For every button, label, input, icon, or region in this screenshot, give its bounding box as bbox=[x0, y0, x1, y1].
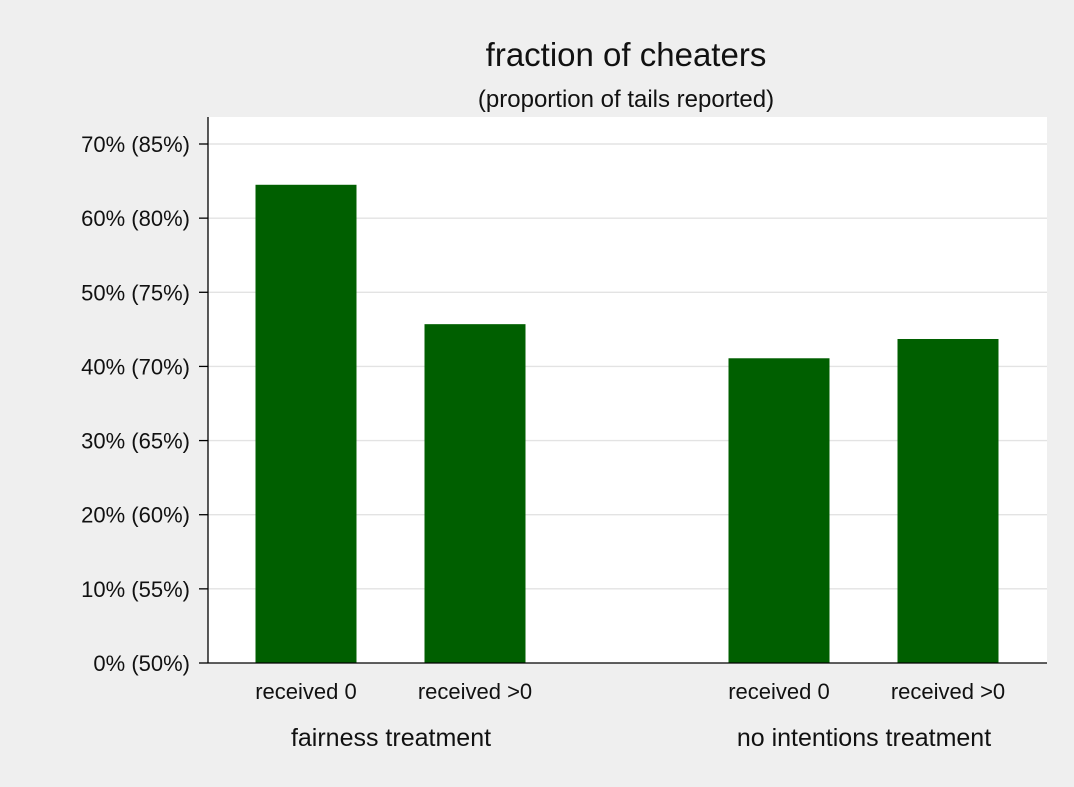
bar-no-intentions-received-gt0 bbox=[897, 338, 999, 663]
y-tick-label: 10% (55%) bbox=[81, 577, 190, 602]
y-tick-label: 60% (80%) bbox=[81, 206, 190, 231]
bars bbox=[255, 184, 999, 663]
group-label: no intentions treatment bbox=[737, 724, 991, 752]
bar-category-label: received >0 bbox=[891, 679, 1005, 704]
bar-category-label: received 0 bbox=[728, 679, 830, 704]
y-axis: 0% (50%) 10% (55%) 20% (60%) 30% (65%) 40% (… bbox=[81, 132, 208, 676]
group-label: fairness treatment bbox=[291, 724, 491, 752]
y-tick-label: 0% (50%) bbox=[93, 651, 190, 676]
bar-fairness-received-gt0 bbox=[424, 324, 526, 663]
x-axis-labels: received 0 received >0 fairness treatment r… bbox=[255, 679, 1005, 752]
chart-title: fraction of cheaters bbox=[486, 36, 767, 73]
y-tick-label: 50% (75%) bbox=[81, 280, 190, 305]
bar-fairness-received-0 bbox=[255, 184, 357, 663]
y-tick-label: 30% (65%) bbox=[81, 429, 190, 454]
y-tick-label: 40% (70%) bbox=[81, 354, 190, 379]
y-tick-label: 70% (85%) bbox=[81, 132, 190, 157]
bar-category-label: received 0 bbox=[255, 679, 357, 704]
y-tick-label: 20% (60%) bbox=[81, 503, 190, 528]
bar-category-label: received >0 bbox=[418, 679, 532, 704]
bar-no-intentions-received-0 bbox=[728, 358, 830, 663]
chart-subtitle: (proportion of tails reported) bbox=[478, 86, 774, 113]
